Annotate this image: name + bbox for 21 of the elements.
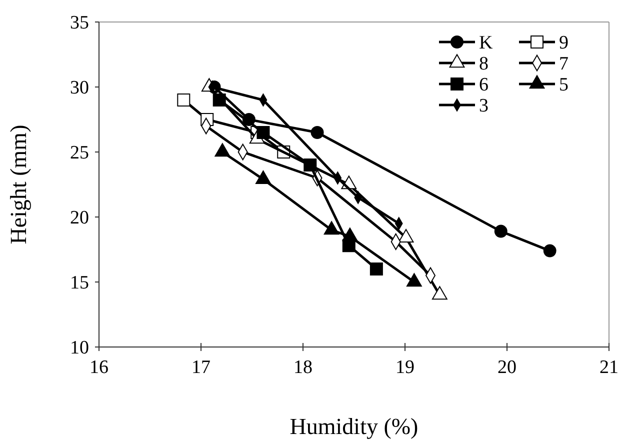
x-tick-label: 17 [192, 357, 210, 378]
legend-label: 6 [479, 74, 488, 96]
legend-label: 3 [479, 96, 488, 117]
y-tick-label: 15 [70, 272, 89, 294]
y-tick-label: 35 [70, 12, 89, 34]
y-tick-label: 20 [70, 208, 89, 229]
x-tick-label: 19 [396, 357, 414, 378]
x-tick-label: 18 [294, 357, 312, 378]
y-axis-title: Height (mm) [6, 124, 31, 244]
x-tick-label: 16 [90, 357, 108, 378]
legend-label: 8 [479, 54, 488, 75]
legend-label: 5 [559, 74, 568, 96]
x-axis-title: Humidity (%) [290, 414, 418, 439]
legend-label: 9 [559, 32, 568, 54]
x-tick-label: 21 [600, 357, 618, 378]
legend-label: 7 [559, 54, 568, 75]
y-tick-label: 25 [70, 142, 89, 164]
y-tick-label: 10 [70, 338, 89, 359]
legend-label: K [479, 32, 493, 54]
y-tick-label: 30 [70, 78, 89, 99]
x-tick-label: 20 [498, 357, 516, 378]
